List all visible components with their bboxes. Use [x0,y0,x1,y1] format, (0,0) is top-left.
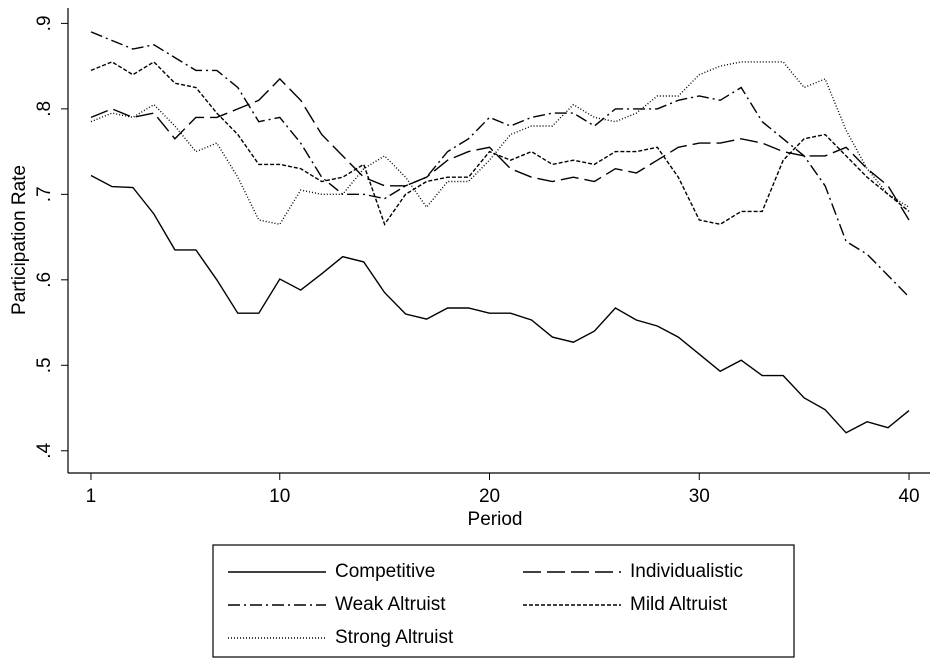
y-tick-label: .7 [34,186,55,202]
x-tick-label: 40 [898,486,919,507]
y-tick-label: .8 [34,101,55,117]
series-line [90,77,910,221]
x-tick-label: 10 [269,486,290,507]
series-line [90,61,910,226]
y-tick-label: .5 [34,357,55,373]
legend-label: Weak Altruist [335,594,446,615]
series-line [90,174,910,434]
series-line [90,61,910,226]
legend-label: Strong Altruist [335,627,454,648]
y-tick-label: .6 [34,272,55,288]
y-tick-label: .4 [34,442,55,458]
legend-box [212,544,795,658]
x-tick-label: 1 [86,486,97,507]
y-axis-label: Participation Rate [9,165,30,315]
legend-label: Mild Altruist [630,594,728,615]
series-line [90,31,910,298]
x-tick-label: 30 [689,486,710,507]
y-tick-label: .9 [34,15,55,31]
legend-label: Individualistic [630,561,743,582]
legend-label: Competitive [335,561,435,582]
x-axis-label: Period [468,509,523,530]
x-tick-label: 20 [479,486,500,507]
